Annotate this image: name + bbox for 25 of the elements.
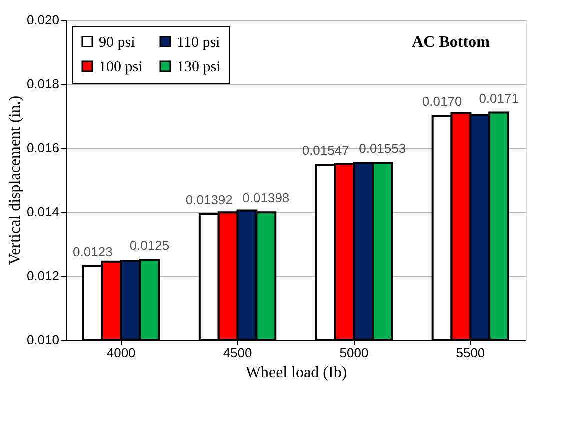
data-label: 0.01553 <box>359 141 406 156</box>
text: AC Bottom <box>412 34 491 51</box>
legend-label: 100 psi <box>99 60 143 76</box>
data-label: 0.0125 <box>130 238 170 253</box>
data-label: 0.01398 <box>242 190 290 206</box>
x-tick-label: 4500 <box>223 346 252 360</box>
x-tick-label: 4000 <box>106 346 136 360</box>
legend-label: 90 psi <box>99 34 136 51</box>
x-tick-label: 5500 <box>456 346 486 360</box>
text: 0.020 <box>26 12 60 28</box>
legend-label: 110 psi <box>177 34 220 51</box>
data-label: 0.01547 <box>302 142 350 158</box>
legend-label: 130 psi <box>177 60 221 76</box>
data-label: 0.0171 <box>479 90 519 106</box>
x-axis-title: Wheel load (Ib) <box>246 364 348 382</box>
data-label: 0.01392 <box>186 192 233 208</box>
text: 0.012 <box>26 268 60 284</box>
text: 0.018 <box>26 76 60 92</box>
text: 0.014 <box>26 204 60 220</box>
text: 0.016 <box>26 140 60 156</box>
y-axis-title: Vertical displacement (in.) <box>6 96 24 266</box>
data-label: 0.0170 <box>422 94 462 109</box>
data-label: 0.0123 <box>73 244 113 260</box>
x-tick-label: 5000 <box>340 346 369 360</box>
text: 0.010 <box>26 332 60 348</box>
